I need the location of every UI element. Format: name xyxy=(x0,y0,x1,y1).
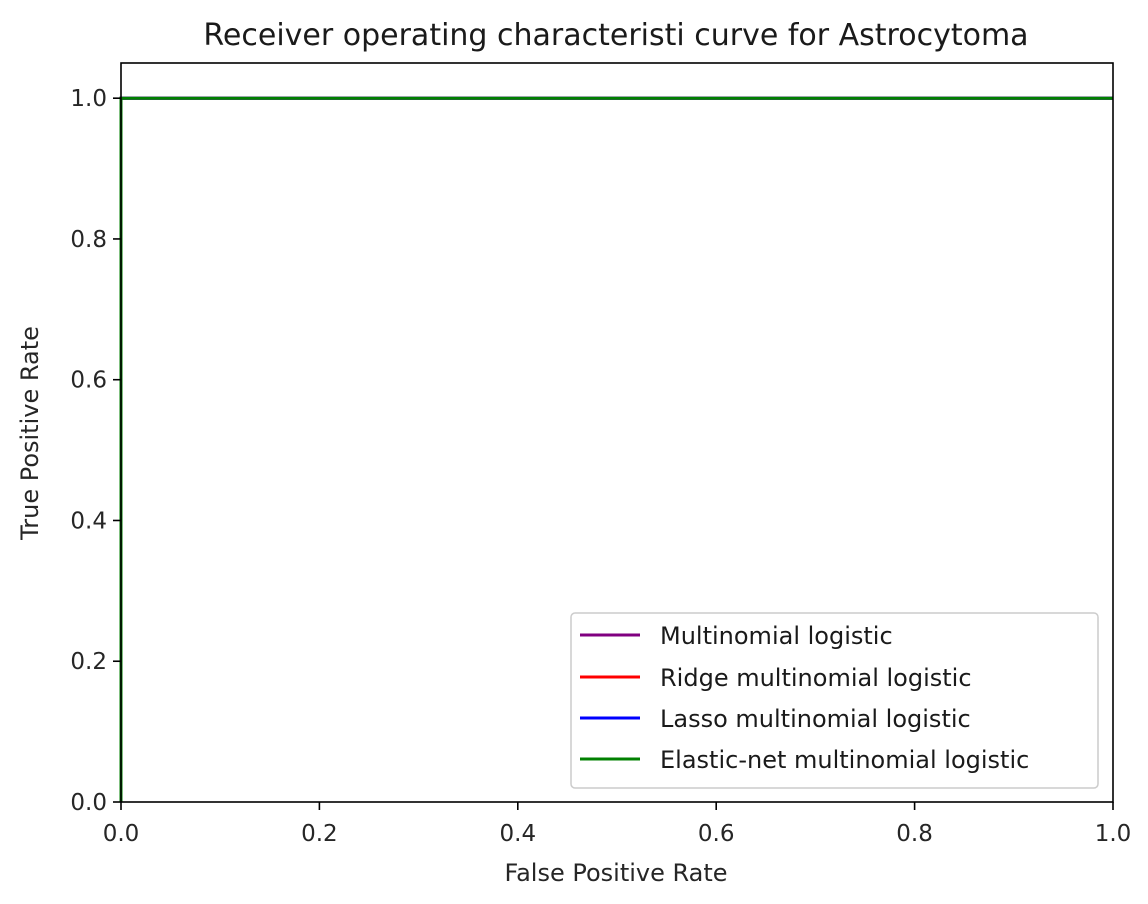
legend-entry: Ridge multinomial logistic xyxy=(580,664,972,692)
x-tick-label: 0.2 xyxy=(301,821,338,847)
y-axis-ticks: 0.0 0.2 0.4 0.6 0.8 1.0 xyxy=(70,86,121,816)
y-tick-label: 0.4 xyxy=(70,508,107,534)
x-tick-label: 0.8 xyxy=(896,821,933,847)
x-tick-label: 1.0 xyxy=(1095,821,1132,847)
y-tick-label: 0.2 xyxy=(70,649,107,675)
x-tick-label: 0.4 xyxy=(500,821,537,847)
legend-entry: Elastic-net multinomial logistic xyxy=(580,746,1029,774)
y-tick-label: 0.0 xyxy=(70,790,107,816)
plot-frame xyxy=(120,62,1114,803)
y-tick-label: 0.6 xyxy=(70,368,107,394)
x-tick-label: 0.6 xyxy=(698,821,735,847)
legend-label-elastic-net: Elastic-net multinomial logistic xyxy=(660,746,1029,774)
legend-entry: Multinomial logistic xyxy=(580,622,893,650)
chart-title: Receiver operating characteristi curve f… xyxy=(203,18,1028,53)
legend-label-lasso: Lasso multinomial logistic xyxy=(660,705,971,733)
legend-box xyxy=(570,612,1099,789)
legend-label-ridge: Ridge multinomial logistic xyxy=(660,664,972,692)
y-axis-label: True Positive Rate xyxy=(16,326,44,541)
legend-label-multinomial: Multinomial logistic xyxy=(660,622,893,650)
legend-entry: Lasso multinomial logistic xyxy=(580,705,971,733)
legend: Multinomial logistic Ridge multinomial l… xyxy=(570,612,1099,789)
x-axis-ticks: 0.0 0.2 0.4 0.6 0.8 1.0 xyxy=(103,802,1132,847)
x-tick-label: 0.0 xyxy=(103,821,140,847)
y-tick-label: 0.8 xyxy=(70,227,107,253)
y-tick-label: 1.0 xyxy=(70,86,107,112)
x-axis-label: False Positive Rate xyxy=(504,859,727,887)
